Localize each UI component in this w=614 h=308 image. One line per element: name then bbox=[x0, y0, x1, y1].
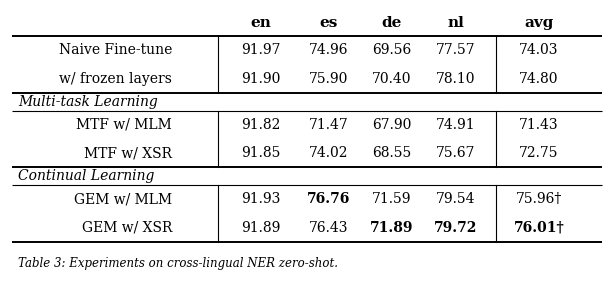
Text: 71.43: 71.43 bbox=[519, 118, 559, 132]
Text: 78.10: 78.10 bbox=[436, 71, 475, 86]
Text: 91.85: 91.85 bbox=[241, 146, 281, 160]
Text: Continual Learning: Continual Learning bbox=[18, 169, 155, 183]
Text: GEM w/ XSR: GEM w/ XSR bbox=[82, 221, 172, 235]
Text: 71.59: 71.59 bbox=[372, 192, 411, 206]
Text: en: en bbox=[251, 16, 271, 30]
Text: 76.76: 76.76 bbox=[307, 192, 350, 206]
Text: 72.75: 72.75 bbox=[519, 146, 559, 160]
Text: 75.90: 75.90 bbox=[309, 71, 348, 86]
Text: 69.56: 69.56 bbox=[372, 43, 411, 57]
Text: w/ frozen layers: w/ frozen layers bbox=[59, 71, 172, 86]
Text: 67.90: 67.90 bbox=[372, 118, 411, 132]
Text: Multi-task Learning: Multi-task Learning bbox=[18, 95, 158, 109]
Text: nl: nl bbox=[447, 16, 464, 30]
Text: 91.93: 91.93 bbox=[241, 192, 281, 206]
Text: 74.80: 74.80 bbox=[519, 71, 559, 86]
Text: 91.90: 91.90 bbox=[241, 71, 281, 86]
Text: 91.89: 91.89 bbox=[241, 221, 281, 235]
Text: 74.03: 74.03 bbox=[519, 43, 559, 57]
Text: 75.67: 75.67 bbox=[436, 146, 475, 160]
Text: 71.47: 71.47 bbox=[309, 118, 348, 132]
Text: 77.57: 77.57 bbox=[436, 43, 475, 57]
Text: MTF w/ XSR: MTF w/ XSR bbox=[84, 146, 172, 160]
Text: MTF w/ MLM: MTF w/ MLM bbox=[76, 118, 172, 132]
Text: 76.01†: 76.01† bbox=[514, 221, 564, 235]
Text: 71.89: 71.89 bbox=[370, 221, 413, 235]
Text: Table 3: Experiments on cross-lingual NER zero-shot.: Table 3: Experiments on cross-lingual NE… bbox=[18, 257, 338, 270]
Text: 74.02: 74.02 bbox=[309, 146, 348, 160]
Text: 74.96: 74.96 bbox=[309, 43, 348, 57]
Text: 74.91: 74.91 bbox=[436, 118, 475, 132]
Text: 75.96†: 75.96† bbox=[516, 192, 562, 206]
Text: 91.97: 91.97 bbox=[241, 43, 281, 57]
Text: de: de bbox=[381, 16, 402, 30]
Text: Naive Fine-tune: Naive Fine-tune bbox=[58, 43, 172, 57]
Text: 70.40: 70.40 bbox=[372, 71, 411, 86]
Text: 68.55: 68.55 bbox=[372, 146, 411, 160]
Text: 79.54: 79.54 bbox=[436, 192, 475, 206]
Text: avg: avg bbox=[524, 16, 554, 30]
Text: 91.82: 91.82 bbox=[241, 118, 281, 132]
Text: GEM w/ MLM: GEM w/ MLM bbox=[74, 192, 172, 206]
Text: 76.43: 76.43 bbox=[309, 221, 348, 235]
Text: es: es bbox=[319, 16, 338, 30]
Text: 79.72: 79.72 bbox=[434, 221, 477, 235]
